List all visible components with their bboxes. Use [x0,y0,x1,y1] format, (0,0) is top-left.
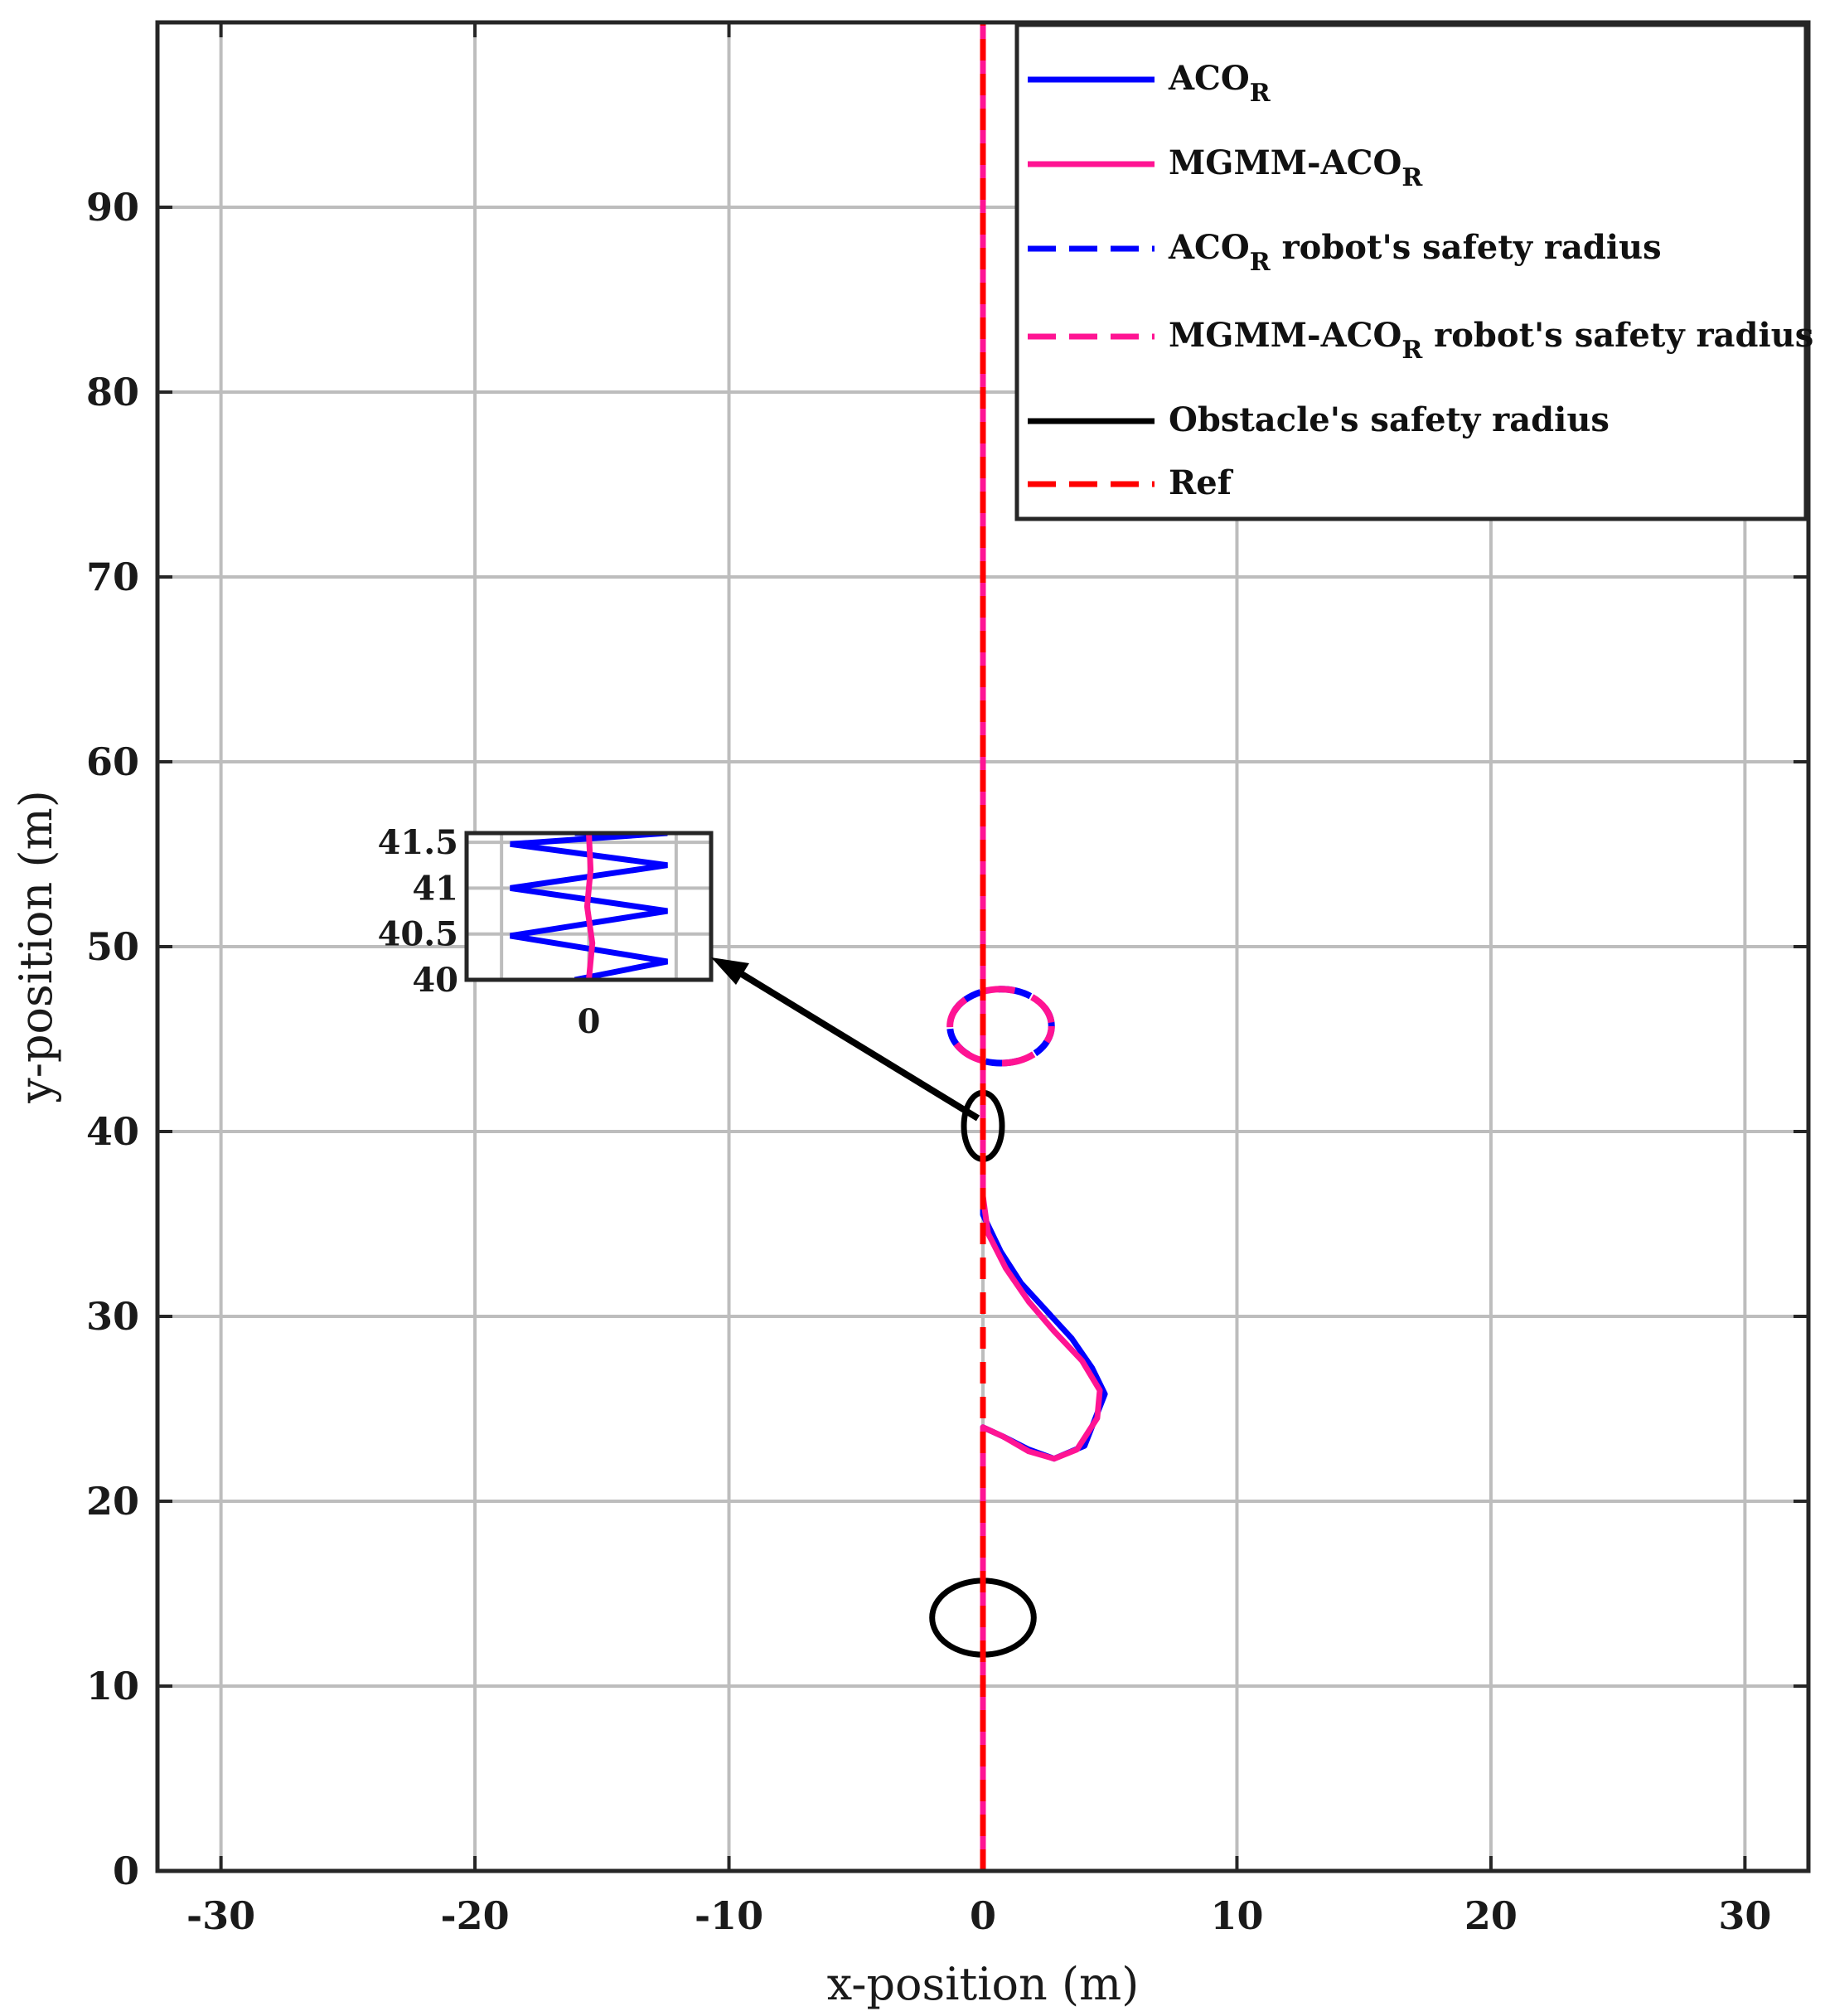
inset-y-tick-label: 40 [412,961,458,1000]
legend: ACOR MGMM-ACOR ACOR robot's safety radius M… [1014,22,1813,521]
zoom-arrow-head [711,957,749,985]
mgmm-trajectory [980,22,1103,1871]
x-axis-label: x-position (m) [827,1958,1140,2010]
legend-item: ACOR robot's safety radius [1028,228,1662,277]
zoom-arrow-shaft [735,968,980,1122]
x-tick-label: -10 [695,1893,763,1938]
y-tick-label: 80 [86,370,139,414]
inset-frame [464,831,714,982]
inset-content [510,833,668,980]
legend-label: Ref [1169,463,1234,502]
zoom-inset: 40 40.5 41 41.5 0 [378,823,714,1041]
x-tick-label: 20 [1464,1893,1518,1938]
inset-y-tick-label: 41 [412,869,458,908]
y-tick-label: 30 [86,1294,139,1339]
x-tick-label: -30 [186,1893,255,1938]
y-tick-label: 20 [86,1479,139,1524]
inset-y-tick-label: 40.5 [378,915,458,954]
x-tick-label: 30 [1718,1893,1771,1938]
x-tick-label: 0 [970,1893,996,1938]
x-tick-label: 10 [1210,1893,1263,1938]
y-tick-label: 90 [86,185,139,230]
legend-box [1014,22,1808,521]
y-tick-label: 50 [86,924,139,969]
legend-label: MGMM-ACOR robot's safety radius [1169,316,1813,365]
x-tick-labels: -30 -20 -10 0 10 20 30 [186,1893,1771,1938]
legend-item: Obstacle's safety radius [1028,400,1610,439]
y-tick-label: 70 [86,555,139,599]
legend-label: ACOR robot's safety radius [1168,228,1662,277]
plot-content [929,22,1108,1871]
legend-item: ACOR [1028,59,1271,108]
x-tick-label: -20 [441,1893,510,1938]
mgmm-robot-safety-radius [946,986,1055,1067]
y-tick-label: 60 [86,739,139,784]
axes-frame [155,20,1811,1873]
inset-y-tick-label: 41.5 [378,823,458,862]
y-tick-label: 10 [86,1664,139,1708]
legend-item: MGMM-ACOR robot's safety radius [1028,316,1813,365]
inset-aco-trajectory [510,833,668,980]
legend-item: Ref [1028,463,1234,502]
legend-label: ACOR [1168,59,1271,108]
y-tick-labels: 0 10 20 30 40 50 60 70 80 90 [86,185,139,1893]
legend-label: MGMM-ACOR [1169,143,1423,192]
inset-x-tick-label: 0 [578,1002,601,1041]
inset-mgmm-trajectory [583,833,596,980]
y-axis-label: y-position (m) [10,790,62,1104]
inset-tick-labels: 40 40.5 41 41.5 0 [378,823,601,1041]
y-tick-label: 0 [113,1849,139,1893]
y-tick-label: 40 [86,1109,139,1154]
legend-item: MGMM-ACOR [1028,143,1423,192]
legend-label: Obstacle's safety radius [1169,400,1610,439]
